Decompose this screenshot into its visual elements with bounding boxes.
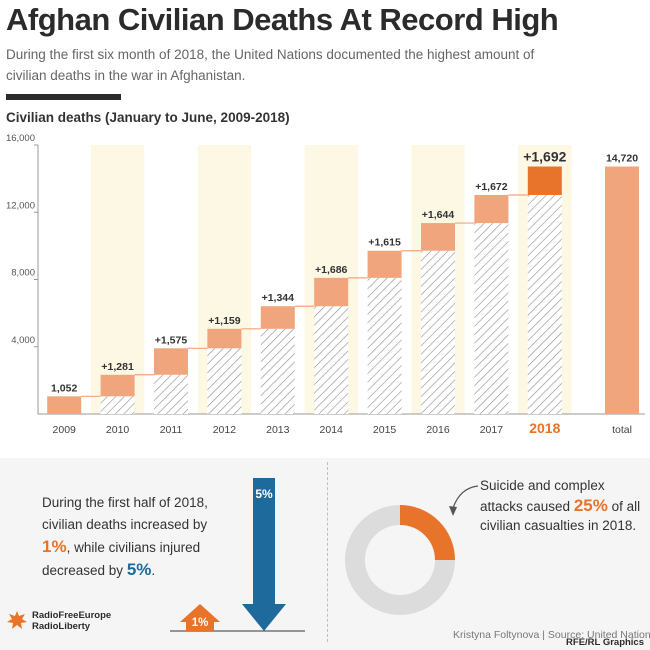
value-label: +1,644 — [422, 209, 455, 221]
prior-total-bar — [207, 348, 242, 414]
prior-total-bar — [421, 250, 455, 414]
increment-bar-2010 — [100, 374, 135, 397]
y-tick-label: 16,000 — [6, 133, 35, 144]
y-tick-label: 8,000 — [11, 268, 35, 279]
increment-bar-2013 — [260, 306, 295, 329]
value-label: +1,686 — [315, 264, 348, 276]
column-band — [90, 145, 145, 414]
logo-line-1: RadioFreeEurope — [32, 610, 112, 621]
change-text-c: . — [151, 563, 156, 578]
category-label: 2012 — [213, 424, 237, 436]
callout-arrow-icon — [449, 485, 479, 516]
rferl-logo: RadioFreeEurope RadioLiberty — [6, 609, 111, 633]
down-arrow-label: 5% — [255, 487, 273, 501]
value-label: +1,281 — [101, 361, 134, 373]
down-arrow-icon — [242, 478, 286, 631]
prior-total-bar — [527, 194, 562, 414]
change-arrows: 1% 5% — [170, 478, 305, 632]
increment-bar-2014 — [314, 277, 349, 307]
increment-bar-2009 — [47, 396, 82, 414]
value-label: +1,692 — [523, 149, 566, 165]
category-label: 2015 — [373, 424, 397, 436]
page-title: Afghan Civilian Deaths At Record High — [6, 2, 559, 37]
category-label: 2018 — [529, 420, 560, 436]
increment-bar-2016 — [421, 223, 455, 251]
change-summary: During the first half of 2018, civilian … — [42, 492, 222, 582]
bottom-panel — [0, 458, 650, 650]
value-label: +1,159 — [208, 315, 241, 327]
value-label: +1,344 — [262, 292, 295, 304]
prior-total-bar — [367, 277, 402, 414]
prior-total-bar — [100, 396, 135, 414]
change-text-b: , while civilians injured decreased by — [42, 540, 201, 578]
category-label: 2016 — [426, 424, 450, 436]
donut-slice-attacks — [399, 505, 455, 561]
chart-title: Civilian deaths (January to June, 2009-2… — [6, 110, 290, 125]
injured-change-value: 5% — [126, 560, 152, 579]
increment-bar-2018 — [527, 166, 562, 195]
value-label: +1,672 — [475, 181, 508, 193]
up-arrow-icon — [180, 604, 220, 631]
category-label: 2009 — [53, 424, 77, 436]
deaths-change-value: 1% — [42, 537, 67, 556]
category-label: 2011 — [160, 424, 183, 436]
category-label: 2014 — [320, 424, 344, 436]
total-bar — [605, 166, 639, 414]
prior-total-bar — [474, 223, 509, 414]
page-subtitle: During the first six month of 2018, the … — [6, 47, 535, 83]
y-tick-label: 12,000 — [6, 200, 35, 211]
source-credit: Kristyna Foltynova | Source: United Nati… — [453, 629, 650, 641]
attacks-text-b: of all civilian casualties in 2018. — [480, 498, 641, 534]
category-label: 2010 — [106, 424, 130, 436]
increment-bar-2015 — [367, 250, 402, 278]
y-tick-label: 4,000 — [11, 335, 35, 346]
total-category-label: total — [612, 424, 632, 436]
increment-bar-2017 — [474, 194, 509, 224]
total-value-label: 14,720 — [606, 153, 638, 165]
logo-line-2: RadioLiberty — [32, 621, 91, 632]
panel-divider — [327, 462, 328, 642]
attacks-text-a: Suicide and complex attacks caused — [480, 478, 605, 514]
category-label: 2017 — [480, 424, 504, 436]
category-label: 2013 — [266, 424, 290, 436]
waterfall-chart: 4,000 8,000 12,000 16,000 1,052 2009 +1,281 20… — [6, 133, 645, 436]
attacks-share-value: 25% — [573, 495, 608, 515]
prior-total-bar — [154, 374, 188, 414]
attacks-summary: Suicide and complex attacks caused 25% o… — [480, 476, 645, 536]
prior-total-bar — [314, 306, 349, 414]
value-label: +1,575 — [155, 334, 188, 346]
prior-total-bar — [260, 328, 295, 414]
value-label: +1,615 — [368, 237, 401, 249]
watermark: RFE/RL Graphics — [566, 637, 644, 648]
logo-mark-icon — [7, 611, 27, 629]
change-text-a: During the first half of 2018, civilian … — [42, 495, 208, 532]
value-label: 1,052 — [51, 382, 77, 394]
up-arrow-label: 1% — [192, 617, 209, 629]
increment-bar-2012 — [207, 328, 242, 349]
increment-bar-2011 — [154, 348, 188, 375]
attacks-donut-chart — [345, 505, 455, 615]
title-rule — [6, 94, 121, 100]
